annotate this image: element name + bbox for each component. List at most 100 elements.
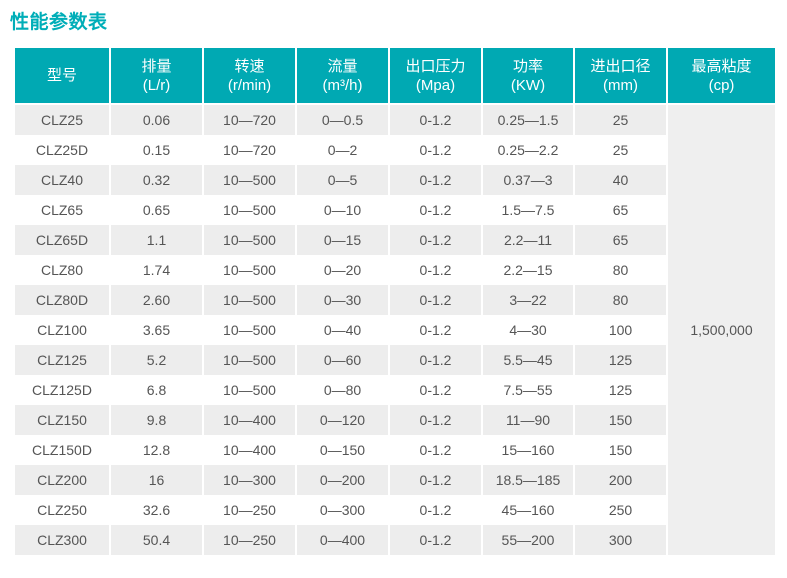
outlet-pressure-cell: 0-1.2	[388, 104, 482, 135]
model-cell: CLZ125D	[15, 375, 110, 405]
header-model-label: 型号	[46, 67, 77, 84]
table-body: CLZ25 0.06 10—720 0—0.5 0-1.2 0.25—1.5 25 1,500…	[15, 104, 775, 555]
outlet-pressure-cell: 0-1.2	[388, 315, 482, 345]
flow-cell: 0—120	[295, 405, 389, 435]
outlet-pressure-cell: 0-1.2	[388, 195, 482, 225]
outlet-pressure-cell: 0-1.2	[388, 375, 482, 405]
model-cell: CLZ80D	[15, 285, 110, 315]
outlet-pressure-cell: 0-1.2	[388, 135, 482, 165]
flow-cell: 0—400	[295, 525, 389, 555]
model-cell: CLZ40	[15, 165, 110, 195]
power-cell: 0.25—1.5	[481, 104, 574, 135]
displacement-cell: 32.6	[109, 495, 203, 525]
speed-cell: 10—500	[202, 195, 296, 225]
model-cell: CLZ200	[15, 465, 110, 495]
port-diameter-cell: 65	[573, 195, 667, 225]
power-cell: 18.5—185	[481, 465, 574, 495]
displacement-cell: 5.2	[109, 345, 203, 375]
port-diameter-cell: 25	[573, 104, 667, 135]
port-diameter-cell: 125	[573, 345, 667, 375]
power-cell: 15—160	[481, 435, 574, 465]
table-row: CLZ150 9.8 10—400 0—120 0-1.2 11—90 150	[15, 405, 775, 435]
port-diameter-cell: 80	[573, 255, 667, 285]
table-row: CLZ80D 2.60 10—500 0—30 0-1.2 3—22 80	[15, 285, 775, 315]
speed-cell: 10—500	[202, 375, 296, 405]
outlet-pressure-cell: 0-1.2	[388, 345, 482, 375]
port-diameter-cell: 65	[573, 225, 667, 255]
displacement-cell: 0.32	[109, 165, 203, 195]
table-header: 型号 排量 (L/r) 转速 (r/min) 流量 (m³/h)	[15, 48, 775, 105]
speed-cell: 10—720	[202, 135, 296, 165]
power-cell: 7.5—55	[481, 375, 574, 405]
flow-cell: 0—10	[295, 195, 389, 225]
header-displacement: 排量 (L/r)	[109, 48, 203, 105]
max-viscosity-merged-cell: 1,500,000	[666, 104, 775, 555]
table-row: CLZ200 16 10—300 0—200 0-1.2 18.5—185 200	[15, 465, 775, 495]
flow-cell: 0—20	[295, 255, 389, 285]
displacement-cell: 0.15	[109, 135, 203, 165]
model-cell: CLZ65D	[15, 225, 110, 255]
outlet-pressure-cell: 0-1.2	[388, 495, 482, 525]
model-cell: CLZ80	[15, 255, 110, 285]
outlet-pressure-cell: 0-1.2	[388, 525, 482, 555]
port-diameter-cell: 25	[573, 135, 667, 165]
outlet-pressure-cell: 0-1.2	[388, 285, 482, 315]
flow-cell: 0—2	[295, 135, 389, 165]
flow-cell: 0—0.5	[295, 104, 389, 135]
power-cell: 11—90	[481, 405, 574, 435]
speed-cell: 10—300	[202, 465, 296, 495]
header-flow: 流量 (m³/h)	[295, 48, 389, 105]
table-row: CLZ65D 1.1 10—500 0—15 0-1.2 2.2—11 65	[15, 225, 775, 255]
speed-cell: 10—720	[202, 104, 296, 135]
page-title: 性能参数表	[10, 12, 108, 33]
speed-cell: 10—400	[202, 435, 296, 465]
header-max-viscosity: 最高粘度 (cp)	[666, 48, 775, 105]
model-cell: CLZ25D	[15, 135, 110, 165]
table-row: CLZ125D 6.8 10—500 0—80 0-1.2 7.5—55 125	[15, 375, 775, 405]
port-diameter-cell: 40	[573, 165, 667, 195]
table-row: CLZ250 32.6 10—250 0—300 0-1.2 45—160 250	[15, 495, 775, 525]
model-cell: CLZ100	[15, 315, 110, 345]
port-diameter-cell: 125	[573, 375, 667, 405]
speed-cell: 10—500	[202, 165, 296, 195]
displacement-cell: 1.1	[109, 225, 203, 255]
speed-cell: 10—500	[202, 315, 296, 345]
table-row: CLZ150D 12.8 10—400 0—150 0-1.2 15—160 150	[15, 435, 775, 465]
flow-cell: 0—150	[295, 435, 389, 465]
header-outlet-pressure-unit: (Mpa)	[415, 76, 456, 94]
power-cell: 5.5—45	[481, 345, 574, 375]
flow-cell: 0—60	[295, 345, 389, 375]
model-cell: CLZ300	[15, 525, 110, 555]
header-max-viscosity-unit: (cp)	[708, 76, 735, 94]
spec-table-container: 型号 排量 (L/r) 转速 (r/min) 流量 (m³/h)	[15, 48, 775, 555]
port-diameter-cell: 300	[573, 525, 667, 555]
speed-cell: 10—250	[202, 525, 296, 555]
displacement-cell: 2.60	[109, 285, 203, 315]
flow-cell: 0—15	[295, 225, 389, 255]
power-cell: 3—22	[481, 285, 574, 315]
outlet-pressure-cell: 0-1.2	[388, 435, 482, 465]
flow-cell: 0—30	[295, 285, 389, 315]
port-diameter-cell: 80	[573, 285, 667, 315]
header-power: 功率 (KW)	[481, 48, 574, 105]
power-cell: 45—160	[481, 495, 574, 525]
displacement-cell: 9.8	[109, 405, 203, 435]
outlet-pressure-cell: 0-1.2	[388, 165, 482, 195]
header-displacement-unit: (L/r)	[142, 76, 171, 94]
outlet-pressure-cell: 0-1.2	[388, 255, 482, 285]
flow-cell: 0—200	[295, 465, 389, 495]
port-diameter-cell: 150	[573, 435, 667, 465]
power-cell: 2.2—15	[481, 255, 574, 285]
speed-cell: 10—500	[202, 345, 296, 375]
flow-cell: 0—40	[295, 315, 389, 345]
model-cell: CLZ25	[15, 104, 110, 135]
port-diameter-cell: 200	[573, 465, 667, 495]
outlet-pressure-cell: 0-1.2	[388, 225, 482, 255]
displacement-cell: 6.8	[109, 375, 203, 405]
power-cell: 2.2—11	[481, 225, 574, 255]
table-row: CLZ40 0.32 10—500 0—5 0-1.2 0.37—3 40	[15, 165, 775, 195]
header-speed: 转速 (r/min)	[202, 48, 296, 105]
displacement-cell: 1.74	[109, 255, 203, 285]
displacement-cell: 0.06	[109, 104, 203, 135]
